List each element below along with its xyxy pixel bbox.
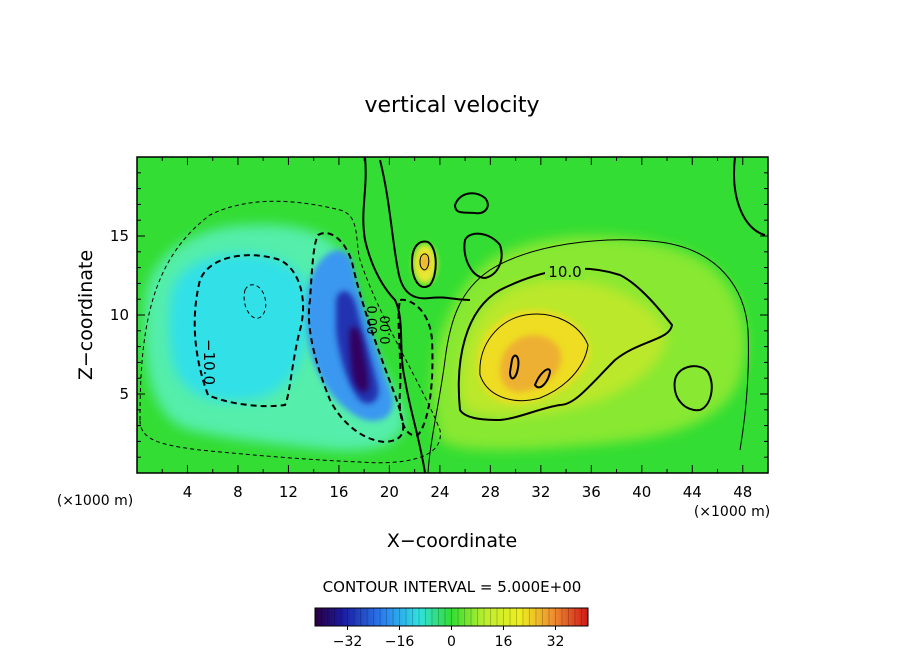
contour-upper-cell [410,240,437,288]
contour-label-zero-a: 0.00 [363,306,378,335]
contour-minus10-lobe [307,232,405,444]
contour-label-10: 10.0 [548,263,581,281]
contour-5 [427,239,749,473]
contour-10 [457,267,674,422]
y-tick-label: 10 [110,306,129,324]
contour-20-b [533,368,552,389]
x-axis-label: X−coordinate [387,530,517,552]
chart-title: vertical velocity [364,93,539,118]
contour-minus10 [193,254,304,408]
x-tick-label: 12 [279,483,298,501]
colorbar-tick-label: 32 [547,634,565,650]
colorbar-stripes [321,608,582,626]
contour-zero-west [379,159,471,301]
x-unit-left: (×1000 m) [57,493,133,509]
x-tick-label: 4 [183,483,193,501]
contour-interval-label: CONTOUR INTERVAL = 5.000E+00 [323,578,582,596]
y-axis: 5 10 15 [110,172,768,458]
contour-zero-main [362,157,426,473]
x-tick-label: 36 [582,483,601,501]
colorbar-tick-label: −16 [385,634,415,650]
y-tick-label: 15 [110,227,129,245]
contour-upper-cell-inner [419,253,430,271]
x-tick-label: 48 [733,483,752,501]
downdraft-peak [349,326,369,392]
colorbar-ticks: −32 −16 0 16 32 [333,626,565,650]
y-tick-label: 5 [119,385,129,403]
colorbar-tick-label: 0 [447,634,456,650]
x-tick-label: 8 [233,483,243,501]
x-tick-label: 20 [380,483,399,501]
colorbar: −32 −16 0 16 32 [314,607,589,650]
x-unit-right: (×1000 m) [694,504,770,520]
contour-minus15 [243,284,267,319]
x-tick-label: 32 [531,483,550,501]
contour-minus5 [139,200,441,464]
colorbar-fill [315,608,588,626]
contour-15 [479,313,589,402]
contour-cell-right-2 [463,232,503,280]
contour-cell-right [673,365,713,412]
contour-small-cell [453,192,489,215]
contour-label-bg [545,262,585,280]
field-shading [143,224,746,451]
plot-area: 10.0 −10.0 0.00 0.00 4 8 12 16 20 24 28 32 36 40 4… [110,156,769,501]
contour-label-minus10: −10.0 [200,339,218,385]
contour-20-a [508,354,520,380]
x-axis: 4 8 12 16 20 24 28 32 36 40 44 48 [161,157,752,501]
colorbar-tick-label: −32 [333,634,363,650]
colorbar-tick-label: 16 [495,634,513,650]
x-tick-label: 24 [430,483,449,501]
contour-label-group: 10.0 −10.0 0.00 0.00 [200,262,585,385]
x-tick-label: 44 [683,483,702,501]
contour-lines [139,157,766,473]
x-tick-label: 16 [329,483,348,501]
downdraft-core-left [168,253,311,402]
y-axis-label: Z−coordinate [75,250,97,380]
x-tick-label: 40 [632,483,651,501]
contour-label-zero-b: 0.00 [379,316,394,345]
contour-zero-east [733,157,766,236]
x-tick-label: 28 [481,483,500,501]
